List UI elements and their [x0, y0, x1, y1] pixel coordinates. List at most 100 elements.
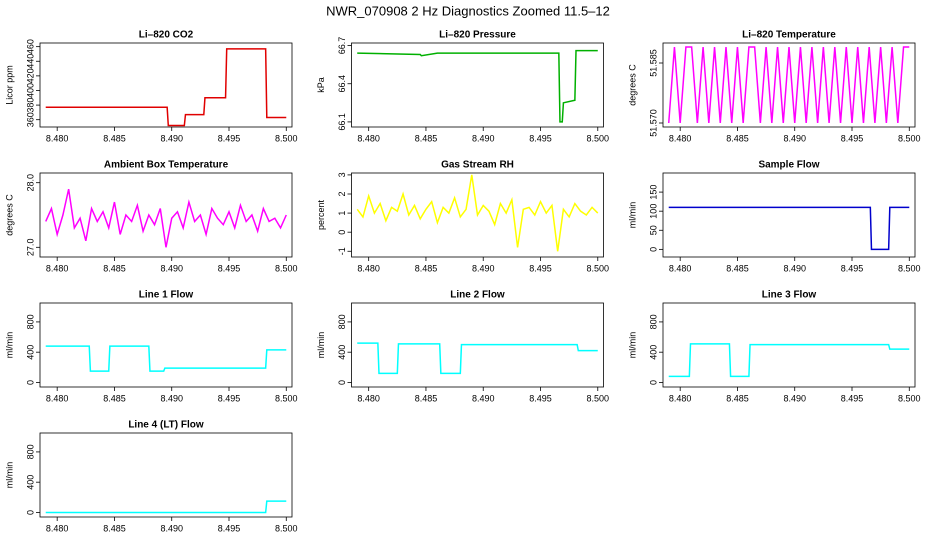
data-line	[668, 343, 910, 378]
y-axis-label: ml/min	[627, 202, 637, 229]
x-tick-label: 8.500	[275, 393, 298, 403]
panel-title: Line 1 Flow	[139, 290, 194, 301]
data-line	[357, 342, 598, 375]
y-tick-label: 150	[648, 185, 658, 200]
x-tick-label: 8.490	[783, 263, 806, 273]
page-title: NWR_070908 2 Hz Diagnostics Zoomed 11.5–…	[326, 3, 610, 18]
panel-title: Sample Flow	[758, 160, 819, 171]
x-tick-label: 8.500	[275, 263, 298, 273]
x-tick-label: 8.490	[472, 263, 495, 273]
y-tick-label: 50	[648, 225, 658, 235]
x-tick-label: 8.480	[357, 263, 380, 273]
y-tick-label: 440	[25, 54, 35, 69]
y-axis-label: degrees C	[627, 64, 637, 106]
plot-frame	[662, 172, 916, 258]
plot-area	[357, 49, 598, 123]
x-tick-label: 8.485	[726, 393, 749, 403]
y-tick-label: 66.7	[337, 37, 347, 55]
y-tick-label: 100	[648, 204, 658, 219]
panel-title: Li–820 Pressure	[439, 30, 516, 41]
y-tick-label: 3	[337, 172, 347, 177]
y-tick-label: 0	[337, 380, 347, 385]
x-tick-label: 8.490	[160, 263, 183, 273]
x-tick-label: 8.495	[529, 393, 552, 403]
panel-title: Gas Stream RH	[441, 160, 514, 171]
x-tick-label: 8.495	[218, 393, 241, 403]
y-tick-label: 400	[648, 345, 658, 360]
plot-frame	[39, 302, 293, 388]
y-tick-label: 800	[337, 314, 347, 329]
x-tick-label: 8.480	[669, 133, 692, 143]
x-tick-label: 8.480	[669, 263, 692, 273]
x-tick-label: 8.495	[529, 133, 552, 143]
y-tick-label: 0	[648, 247, 658, 252]
y-tick-label: 66.4	[337, 75, 347, 93]
plot-frame	[39, 42, 293, 128]
y-tick-label: 28.0	[25, 174, 35, 192]
x-tick-label: 8.485	[103, 133, 126, 143]
plot-frame	[662, 42, 916, 128]
x-tick-label: 8.485	[103, 263, 126, 273]
y-tick-label: 400	[337, 345, 347, 360]
x-tick-label: 8.495	[218, 133, 241, 143]
x-tick-label: 8.490	[160, 523, 183, 533]
plot-area	[45, 345, 287, 372]
plot-area	[45, 500, 287, 514]
y-axis-label: percent	[316, 199, 326, 230]
x-tick-label: 8.500	[587, 133, 610, 143]
plot-frame	[351, 42, 604, 128]
x-tick-label: 8.490	[160, 133, 183, 143]
x-tick-label: 8.485	[103, 523, 126, 533]
x-tick-label: 8.480	[46, 263, 69, 273]
data-line	[45, 188, 287, 248]
y-tick-label: 400	[25, 475, 35, 490]
plot-frame	[39, 432, 293, 518]
x-tick-label: 8.495	[841, 393, 864, 403]
y-tick-label: 0	[25, 510, 35, 515]
panel-title: Line 4 (LT) Flow	[128, 420, 204, 431]
plot-area	[357, 342, 598, 375]
y-axis-label: ml/min	[4, 462, 14, 489]
y-tick-label: 800	[25, 444, 35, 459]
data-line	[45, 345, 287, 372]
plot-frame	[662, 302, 916, 388]
y-axis-label: kPa	[316, 77, 326, 93]
data-line	[356, 174, 599, 252]
x-tick-label: 8.500	[898, 263, 921, 273]
y-axis-label: ml/min	[316, 332, 326, 359]
x-tick-label: 8.495	[841, 263, 864, 273]
y-tick-label: 400	[25, 83, 35, 98]
plot-area	[45, 48, 287, 127]
y-tick-label: 460	[25, 39, 35, 54]
x-tick-label: 8.485	[415, 393, 438, 403]
y-tick-label: 800	[648, 314, 658, 329]
y-tick-label: 0	[25, 380, 35, 385]
x-tick-label: 8.490	[783, 393, 806, 403]
x-tick-label: 8.485	[415, 263, 438, 273]
panel-title: Line 2 Flow	[450, 290, 505, 301]
x-tick-label: 8.500	[587, 263, 610, 273]
y-tick-label: 51.585	[648, 49, 658, 77]
x-tick-label: 8.500	[275, 133, 298, 143]
x-tick-label: 8.490	[160, 393, 183, 403]
x-tick-label: 8.500	[275, 523, 298, 533]
x-tick-label: 8.485	[726, 263, 749, 273]
plot-area	[667, 46, 910, 124]
x-tick-label: 8.500	[898, 133, 921, 143]
x-tick-label: 8.485	[415, 133, 438, 143]
y-tick-label: 66.1	[337, 113, 347, 131]
x-tick-label: 8.480	[46, 133, 69, 143]
y-tick-label: 0	[648, 380, 658, 385]
plot-area	[356, 174, 599, 252]
y-tick-label: 380	[25, 98, 35, 113]
x-tick-label: 8.495	[529, 263, 552, 273]
y-tick-label: -1	[337, 247, 347, 255]
panel-title: Ambient Box Temperature	[104, 160, 229, 171]
x-tick-label: 8.480	[669, 393, 692, 403]
y-tick-label: 2	[337, 191, 347, 196]
data-line	[45, 48, 287, 127]
x-tick-label: 8.490	[472, 393, 495, 403]
y-tick-label: 400	[25, 345, 35, 360]
data-line	[667, 46, 910, 124]
